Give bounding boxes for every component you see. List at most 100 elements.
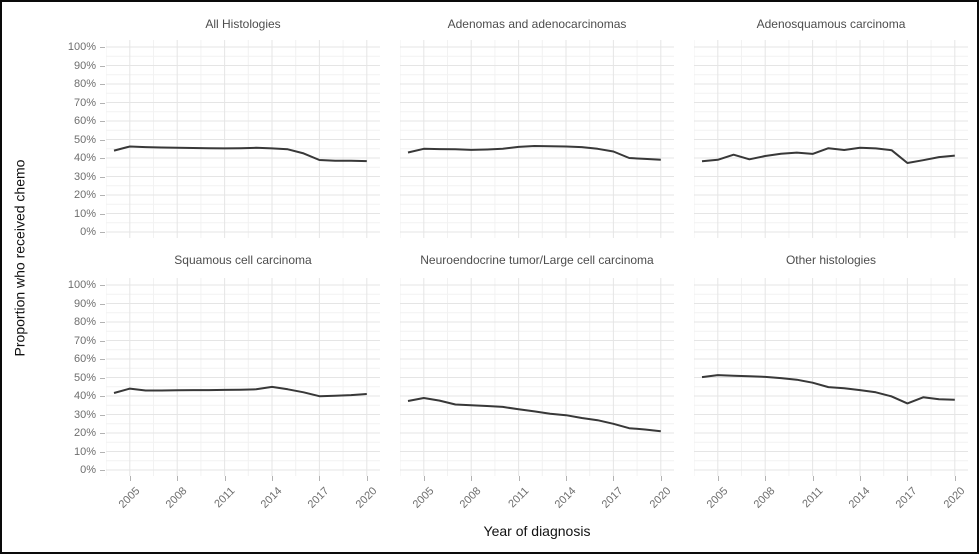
y-tick-label: 60% xyxy=(73,115,96,127)
x-tick-label: 2005 xyxy=(704,485,731,511)
y-tick-mark xyxy=(100,232,105,233)
x-tick-mark xyxy=(272,476,273,481)
spacer xyxy=(32,2,106,40)
line-chart-neuroendocrine xyxy=(400,278,674,476)
x-tick-label: 2005 xyxy=(116,485,143,511)
y-tick-label: 80% xyxy=(73,78,96,90)
y-tick-mark xyxy=(100,121,105,122)
x-tick-mark xyxy=(954,476,956,481)
x-tick-label: 2020 xyxy=(941,485,968,511)
spacer xyxy=(380,2,400,40)
y-axis-title: Proportion who received chemo xyxy=(6,40,32,476)
x-tick-label: 2014 xyxy=(258,485,285,511)
x-tick-mark xyxy=(613,476,615,481)
y-tick-label: 90% xyxy=(73,297,96,310)
facet-title-other: Other histologies xyxy=(785,253,877,267)
y-tick-label: 20% xyxy=(73,189,96,201)
x-tick-mark xyxy=(765,476,767,481)
x-tick-label: 2011 xyxy=(799,485,826,511)
proportion-line xyxy=(701,146,955,164)
y-tick-label: 90% xyxy=(73,59,96,72)
y-tick-label: 40% xyxy=(73,390,96,402)
y-tick-label: 10% xyxy=(73,207,96,220)
y-tick-labels-top-row: 0% 10% 20% 30% 40% 50% 60% 70% 80% 90% 100% xyxy=(32,40,106,238)
facet-grid: All Histologies Adenomas and adenocarcin… xyxy=(6,2,977,552)
proportion-line xyxy=(701,374,955,405)
x-tick-label: 2008 xyxy=(751,485,778,511)
x-tick-label: 2014 xyxy=(846,485,873,511)
y-tick-label: 50% xyxy=(73,133,96,146)
y-tick-label: 0% xyxy=(80,226,96,238)
x-tick-mark xyxy=(518,476,520,481)
y-tick-label: 50% xyxy=(73,371,96,384)
facet-title-adenomas: Adenomas and adenocarcinomas xyxy=(447,17,627,31)
line-chart-squamous xyxy=(106,278,380,476)
x-tick-mark xyxy=(660,476,662,481)
x-tick-mark xyxy=(907,476,909,481)
x-tick-mark xyxy=(860,476,861,481)
y-tick-mark xyxy=(100,451,105,453)
y-tick-mark xyxy=(100,303,105,305)
y-tick-mark xyxy=(100,433,105,434)
proportion-line xyxy=(113,385,367,398)
y-tick-label: 30% xyxy=(73,170,96,183)
spacer xyxy=(6,2,32,40)
x-tick-label: 2014 xyxy=(552,485,579,511)
x-tick-label: 2008 xyxy=(163,485,190,511)
line-chart-adenomas xyxy=(400,40,674,238)
y-tick-label: 10% xyxy=(73,445,96,458)
x-tick-label: 2011 xyxy=(505,485,532,511)
x-tick-mark xyxy=(129,476,131,481)
facet-title-all-histologies: All Histologies xyxy=(205,17,281,31)
facet-panel-neuroendocrine xyxy=(400,278,674,476)
y-tick-label: 60% xyxy=(73,353,96,365)
y-tick-label: 100% xyxy=(67,279,96,291)
y-tick-mark xyxy=(100,359,105,360)
y-tick-mark xyxy=(100,139,105,141)
y-tick-label: 30% xyxy=(73,408,96,421)
spacer xyxy=(674,278,694,476)
facet-panel-other xyxy=(694,278,968,476)
x-tick-label: 2017 xyxy=(894,485,920,511)
spacer xyxy=(380,40,400,238)
spacer xyxy=(674,2,694,40)
line-chart-adenosquamous xyxy=(694,40,968,238)
x-tick-label: 2005 xyxy=(410,485,437,511)
y-tick-mark xyxy=(100,285,105,286)
y-tick-mark xyxy=(100,377,105,379)
facet-title-adenosquamous: Adenosquamous carcinoma xyxy=(756,17,906,31)
facet-panel-all-histologies xyxy=(106,40,380,238)
x-axis-title: Year of diagnosis xyxy=(483,523,591,539)
x-tick-mark xyxy=(319,476,321,481)
facet-panel-adenosquamous xyxy=(694,40,968,238)
spacer xyxy=(380,278,400,476)
y-tick-label: 70% xyxy=(73,334,96,347)
proportion-line xyxy=(407,145,661,161)
y-tick-label: 100% xyxy=(67,41,96,53)
y-tick-mark xyxy=(100,158,105,159)
y-tick-mark xyxy=(100,470,105,471)
line-chart-all-histologies xyxy=(106,40,380,238)
x-tick-labels-col1: 2005 2008 2011 2014 2017 2020 xyxy=(106,476,380,522)
y-tick-mark xyxy=(100,176,105,178)
y-tick-mark xyxy=(100,47,105,48)
line-chart-other xyxy=(694,278,968,476)
y-tick-mark xyxy=(100,84,105,85)
y-tick-label: 40% xyxy=(73,152,96,164)
y-tick-label: 20% xyxy=(73,427,96,439)
x-tick-label: 2017 xyxy=(306,485,332,511)
proportion-line xyxy=(407,397,661,433)
y-tick-mark xyxy=(100,213,105,215)
x-tick-mark xyxy=(177,476,179,481)
y-tick-mark xyxy=(100,396,105,397)
facet-title-squamous: Squamous cell carcinoma xyxy=(174,253,312,267)
x-tick-mark xyxy=(717,476,719,481)
facet-panel-squamous xyxy=(106,278,380,476)
facet-panel-adenomas xyxy=(400,40,674,238)
x-tick-labels-col2: 2005 2008 2011 2014 2017 2020 xyxy=(400,476,674,522)
x-tick-labels-col3: 2005 2008 2011 2014 2017 2020 xyxy=(694,476,968,522)
x-tick-mark xyxy=(471,476,473,481)
x-tick-label: 2020 xyxy=(647,485,674,511)
x-tick-mark xyxy=(366,476,368,481)
